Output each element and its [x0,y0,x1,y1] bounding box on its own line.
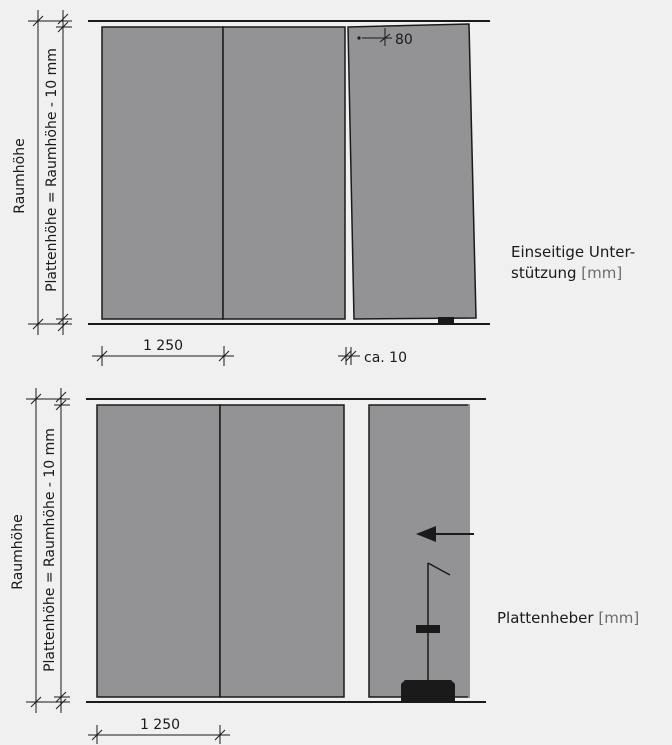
caption-one-sided-support: Einseitige Unter- stützung [mm] [511,242,661,284]
support-block [438,317,454,325]
panel-width-label: 1 250 [143,338,183,354]
tilt-label: 80 [395,32,413,48]
figure-one-sided-support: 80 Raumhöhe Plattenhöhe = Raumhöhe - 10 … [12,10,490,366]
gap-label: ca. 10 [364,350,407,366]
room-height-label: Raumhöhe [10,514,26,589]
panel [219,404,345,698]
caption-panel-lifter: Plattenheber [mm] [497,608,672,629]
panel-height-label: Plattenhöhe = Raumhöhe - 10 mm [44,48,60,292]
panel [222,26,346,320]
caption-unit: [mm] [581,264,623,282]
panel-height-dimension [54,388,70,713]
tilt-point [357,36,361,40]
panel-width-dimension [92,346,234,366]
panel [101,26,224,320]
tilt-dimension-tick [379,33,391,43]
panel-width-label: 1 250 [140,717,180,733]
panel [96,404,221,698]
figure-panel-lifter: Raumhöhe Plattenhöhe = Raumhöhe - 10 mm … [10,388,486,744]
panel-height-label: Plattenhöhe = Raumhöhe - 10 mm [42,428,58,672]
caption-text: Einseitige Unter- stützung [511,243,636,282]
panel-lifter-tool [401,562,455,702]
lifted-panel [368,404,468,698]
panel-width-dimension [88,725,230,744]
panel-height-dimension [56,10,72,335]
gap-dimension [338,347,360,365]
caption-text: Plattenheber [497,609,594,627]
room-height-label: Raumhöhe [12,138,28,213]
caption-unit: [mm] [598,609,640,627]
tilted-panel [347,23,477,320]
